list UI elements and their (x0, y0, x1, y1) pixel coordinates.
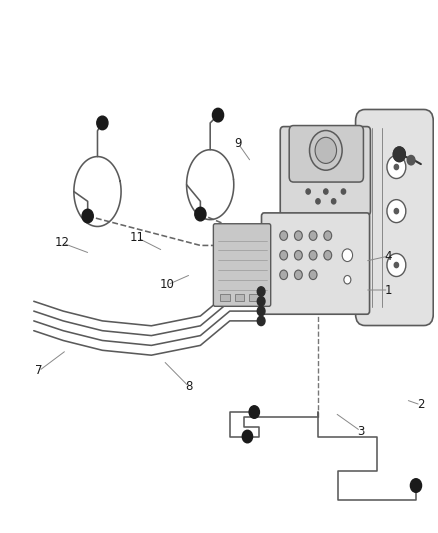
Circle shape (309, 251, 317, 260)
Circle shape (294, 231, 302, 240)
Circle shape (310, 131, 342, 170)
Text: 3: 3 (357, 425, 364, 438)
Circle shape (394, 262, 399, 268)
Circle shape (257, 287, 265, 296)
FancyBboxPatch shape (261, 213, 370, 314)
FancyBboxPatch shape (289, 126, 364, 182)
FancyBboxPatch shape (356, 109, 433, 326)
Circle shape (280, 231, 287, 240)
Circle shape (280, 270, 287, 279)
Text: 10: 10 (160, 278, 175, 291)
Text: 1: 1 (385, 284, 392, 296)
Circle shape (309, 270, 317, 279)
Circle shape (97, 116, 108, 130)
Circle shape (332, 199, 336, 204)
Circle shape (294, 231, 302, 240)
Circle shape (344, 276, 351, 284)
Circle shape (309, 270, 317, 279)
Circle shape (294, 270, 302, 279)
Circle shape (294, 270, 302, 279)
Text: 11: 11 (130, 231, 145, 244)
Text: 8: 8 (185, 380, 193, 393)
Circle shape (387, 200, 406, 223)
Text: 2: 2 (417, 399, 424, 411)
Circle shape (309, 251, 317, 260)
Circle shape (195, 207, 206, 221)
Text: 7: 7 (35, 365, 42, 377)
Circle shape (316, 199, 320, 204)
FancyBboxPatch shape (235, 294, 244, 301)
Circle shape (324, 251, 332, 260)
Text: 12: 12 (55, 237, 70, 249)
Circle shape (324, 231, 332, 240)
Circle shape (387, 254, 406, 277)
Circle shape (309, 231, 317, 240)
Circle shape (280, 251, 287, 260)
Text: 4: 4 (385, 249, 392, 263)
FancyBboxPatch shape (280, 127, 371, 215)
Circle shape (394, 208, 399, 214)
FancyBboxPatch shape (220, 294, 230, 301)
Circle shape (82, 209, 93, 223)
Circle shape (212, 108, 224, 122)
Circle shape (324, 231, 332, 240)
Circle shape (249, 406, 259, 418)
Circle shape (407, 156, 415, 165)
Circle shape (306, 189, 311, 194)
Circle shape (294, 251, 302, 260)
Circle shape (394, 164, 399, 169)
Circle shape (393, 147, 405, 161)
Circle shape (257, 316, 265, 326)
Circle shape (344, 276, 351, 284)
Circle shape (280, 270, 287, 279)
Circle shape (280, 231, 287, 240)
Circle shape (324, 189, 328, 194)
Circle shape (309, 231, 317, 240)
Circle shape (257, 306, 265, 316)
FancyBboxPatch shape (213, 224, 271, 306)
Circle shape (341, 189, 346, 194)
Circle shape (257, 296, 265, 306)
Text: 9: 9 (235, 138, 242, 150)
Circle shape (410, 479, 421, 492)
Circle shape (315, 138, 336, 164)
Circle shape (294, 251, 302, 260)
FancyBboxPatch shape (249, 294, 259, 301)
Circle shape (280, 251, 287, 260)
Circle shape (387, 156, 406, 179)
Circle shape (342, 249, 353, 262)
Circle shape (324, 251, 332, 260)
Circle shape (342, 249, 353, 262)
Circle shape (393, 147, 405, 161)
Circle shape (242, 430, 253, 443)
